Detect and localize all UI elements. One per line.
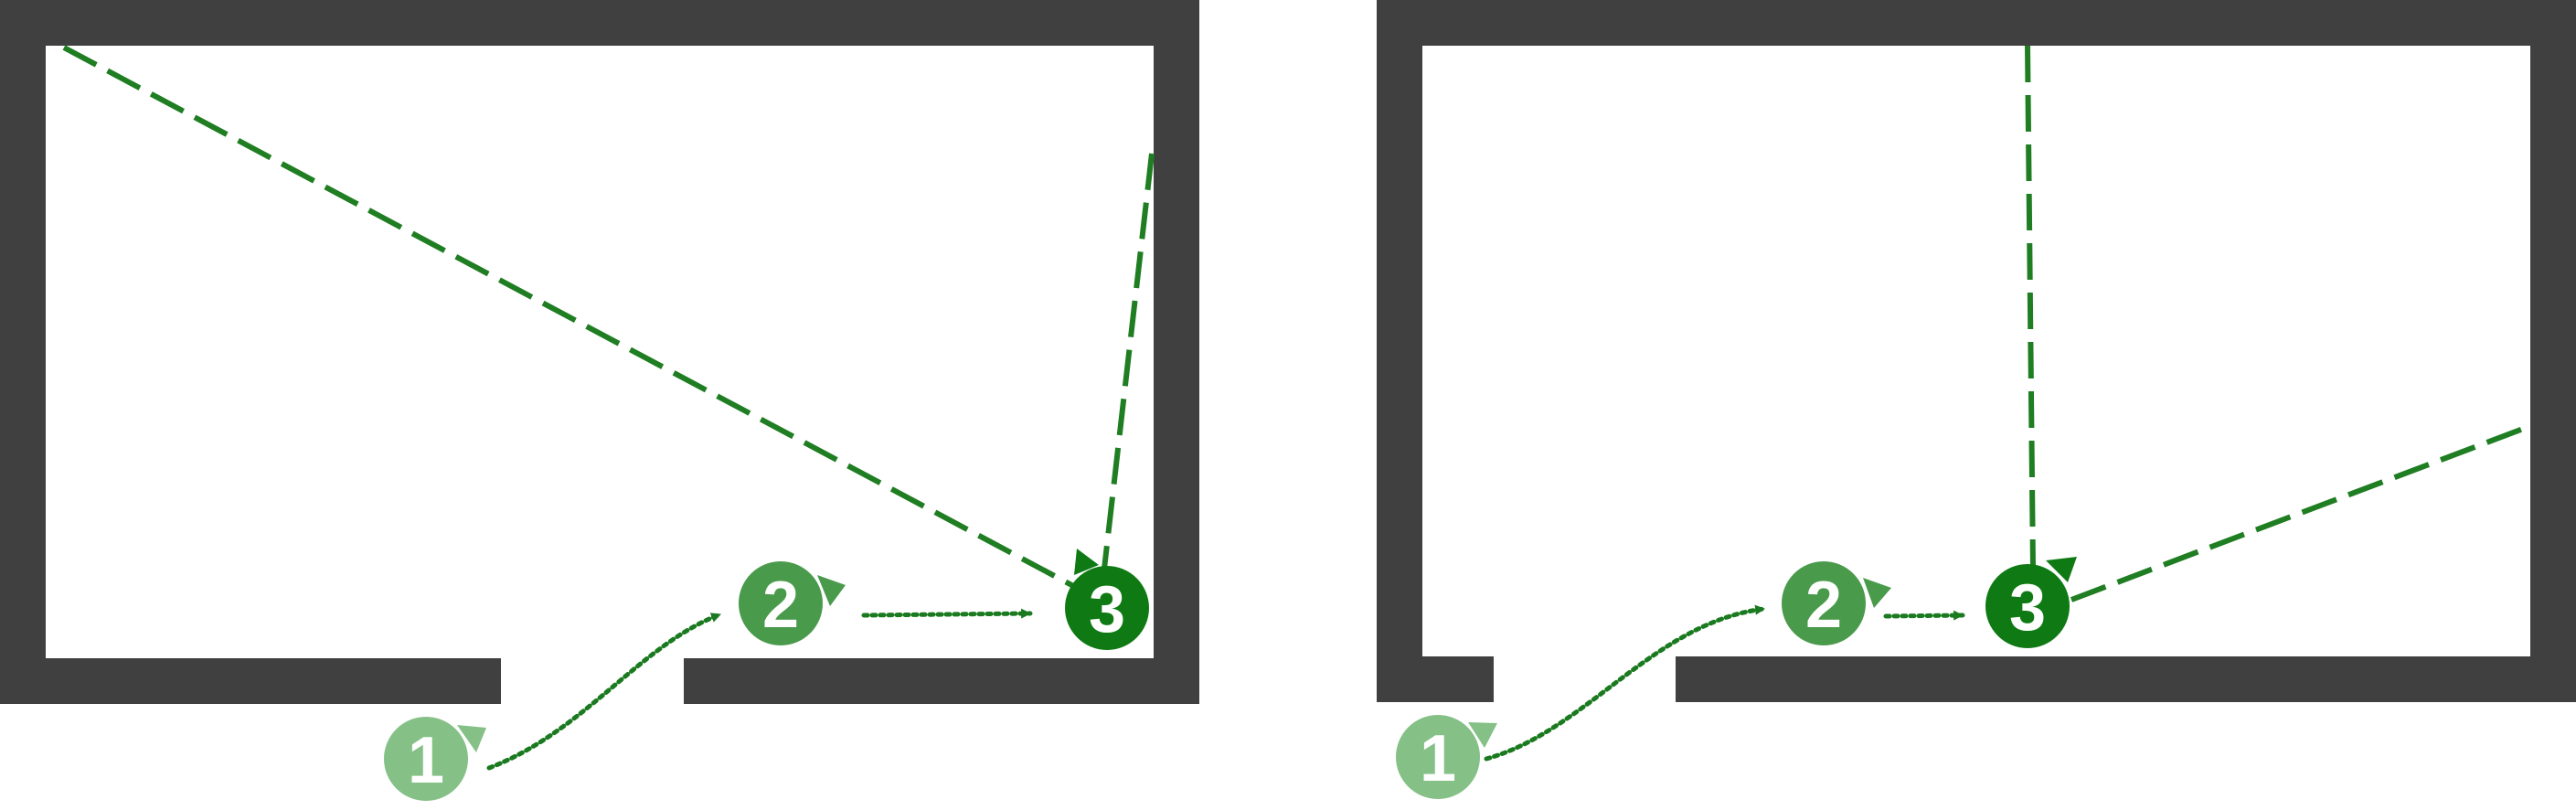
left-room-right-wall [1154, 0, 1199, 704]
left-path-2-to-3 [861, 608, 1033, 619]
right-marker-3-label: 3 [2009, 571, 2046, 645]
left-path-1-to-2 [486, 612, 723, 771]
left-room-top-wall [0, 0, 1199, 46]
left-marker-2-heading-icon [817, 575, 846, 606]
left-room-left-wall [0, 0, 46, 704]
right-room-bottom-wall-left [1377, 656, 1494, 702]
left-marker-3-circle [1065, 566, 1149, 650]
left-marker-1-circle [384, 717, 468, 801]
right-room-left-wall [1377, 0, 1422, 702]
left-ray-to-right-wall [1102, 153, 1155, 570]
right-marker-3: 3 [1985, 557, 2077, 648]
right-marker-2: 2 [1782, 561, 1891, 645]
right-marker-1-heading-icon [1468, 722, 1497, 748]
right-marker-3-heading-icon [2046, 557, 2077, 582]
left-ray-to-top-left [62, 45, 1079, 591]
right-room-right-wall [2530, 0, 2576, 702]
left-marker-3-label: 3 [1089, 573, 1125, 646]
left-marker-1: 1 [384, 717, 486, 801]
left-marker-2: 2 [739, 561, 846, 645]
left-marker-2-circle [739, 561, 823, 645]
right-marker-2-label: 2 [1805, 569, 1842, 642]
left-room-walls [0, 0, 1199, 704]
right-ray-to-right-wall [2070, 423, 2532, 602]
left-marker-1-label: 1 [408, 724, 444, 797]
right-path-1-to-2 [1484, 604, 1767, 762]
left-room-bottom-wall-right [684, 658, 1199, 704]
right-marker-3-circle [1985, 564, 2070, 648]
right-marker-1-label: 1 [1420, 722, 1456, 795]
left-marker-3-heading-icon [1074, 549, 1099, 575]
right-ray-to-top-wall [2025, 45, 2036, 570]
right-marker-1-circle [1396, 715, 1480, 799]
right-room-bottom-wall-right [1676, 656, 2576, 702]
left-room-bottom-wall-left [0, 658, 501, 704]
right-path-2-to-3 [1883, 610, 1965, 621]
right-room-walls [1377, 0, 2576, 702]
right-room-panel: 1 2 3 [1377, 0, 2576, 799]
right-marker-1: 1 [1396, 715, 1497, 799]
left-marker-3: 3 [1065, 549, 1149, 650]
left-marker-2-label: 2 [762, 569, 799, 642]
right-marker-2-circle [1782, 561, 1866, 645]
left-marker-1-heading-icon [457, 725, 486, 752]
left-room-panel: 1 2 3 [0, 0, 1199, 801]
right-room-top-wall [1377, 0, 2576, 46]
right-marker-2-heading-icon [1863, 578, 1891, 608]
